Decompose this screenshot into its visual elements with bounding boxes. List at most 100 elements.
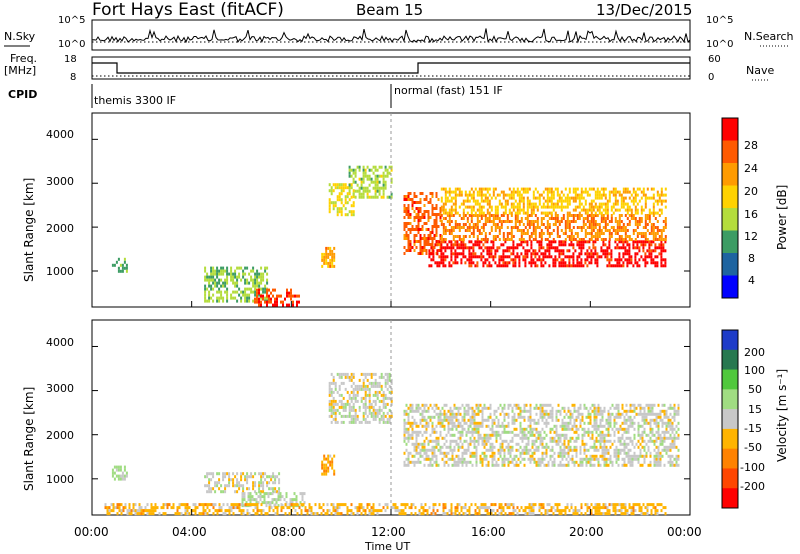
power-cell [618,258,621,262]
velocity-cell [138,506,141,510]
velocity-cell [499,403,502,407]
power-cell [556,249,559,253]
velocity-cell [622,503,625,507]
power-cell [658,229,661,232]
power-cell [500,190,503,194]
power-cell [636,211,639,215]
power-cell [528,199,531,203]
power-cell [616,264,619,268]
velocity-cell [427,415,430,419]
velocity-cell [413,430,416,434]
power-cell [550,202,553,206]
power-cell [419,243,422,246]
power-cell [538,246,541,250]
power-cell [456,235,459,238]
power-cell [220,284,223,288]
velocity-cell [485,436,488,440]
power-cell [536,264,539,268]
power-cell [652,258,655,262]
power-cell [240,296,243,300]
velocity-cell [597,427,600,431]
power-cell [604,208,607,212]
velocity-cell [358,506,361,510]
velocity-cell [515,463,518,467]
power-cell [476,214,479,217]
power-cell [664,205,667,209]
power-cell [423,243,426,246]
velocity-cell [584,512,587,516]
velocity-cell [601,451,604,455]
velocity-cell [442,512,445,516]
power-cell [376,186,379,190]
velocity-cell [380,375,383,379]
power-cell [518,255,521,259]
velocity-cell [220,506,223,510]
power-cell [208,275,211,279]
velocity-cell [208,472,211,476]
power-cell [358,195,361,199]
power-cell [494,226,497,229]
velocity-cell [557,436,560,440]
power-cell [216,296,219,300]
power-cell [582,217,585,220]
velocity-cell [425,436,428,440]
velocity-cell [112,509,115,513]
velocity-cell [595,418,598,422]
velocity-cell [413,463,416,467]
velocity-cell [312,512,315,516]
power-cell [474,226,477,229]
power-cell [121,263,124,267]
velocity-cell [411,427,414,431]
velocity-cell [495,439,498,443]
power-cell [612,187,615,191]
power-cell [407,243,410,246]
power-cell [498,220,501,223]
power-cell [602,214,605,217]
power-cell [212,278,215,282]
velocity-cell [561,457,564,461]
power-region-7 [428,240,667,268]
velocity-cell [255,501,258,505]
power-cell [222,281,225,285]
power-cell [576,258,579,262]
velocity-cell [388,396,391,400]
velocity-cell [356,512,359,516]
velocity-cell [507,445,510,449]
velocity-cell [595,448,598,452]
power-cell [618,255,621,259]
power-cell [620,240,623,244]
velocity-cell [330,420,333,424]
velocity-cell [475,448,478,452]
power-cell [248,296,251,300]
power-cbar-tick-24: 24 [744,162,758,175]
power-cell [328,183,331,187]
power-cell [592,252,595,256]
velocity-cell [224,475,227,479]
velocity-cell [268,509,271,513]
velocity-cell [402,503,405,507]
velocity-cell [579,445,582,449]
power-cell [482,223,485,226]
velocity-cell [632,503,635,507]
velocity-cell [372,381,375,385]
power-cell [650,187,653,191]
velocity-cell [285,495,288,499]
velocity-cell [510,503,513,507]
power-cell [450,205,453,209]
velocity-cell [380,408,383,412]
power-cell [458,190,461,194]
velocity-cell [390,402,393,406]
power-cell [378,192,381,196]
power-cell [286,291,288,295]
velocity-cell [366,503,369,507]
power-cell [352,177,355,181]
power-cell [492,217,495,220]
power-cell [480,193,483,197]
power-cell [584,202,587,206]
velocity-cell [110,509,113,513]
velocity-cell [521,436,524,440]
velocity-cell [354,396,357,400]
velocity-cell [152,509,155,513]
velocity-cell [423,439,426,443]
power-cell [592,240,595,244]
